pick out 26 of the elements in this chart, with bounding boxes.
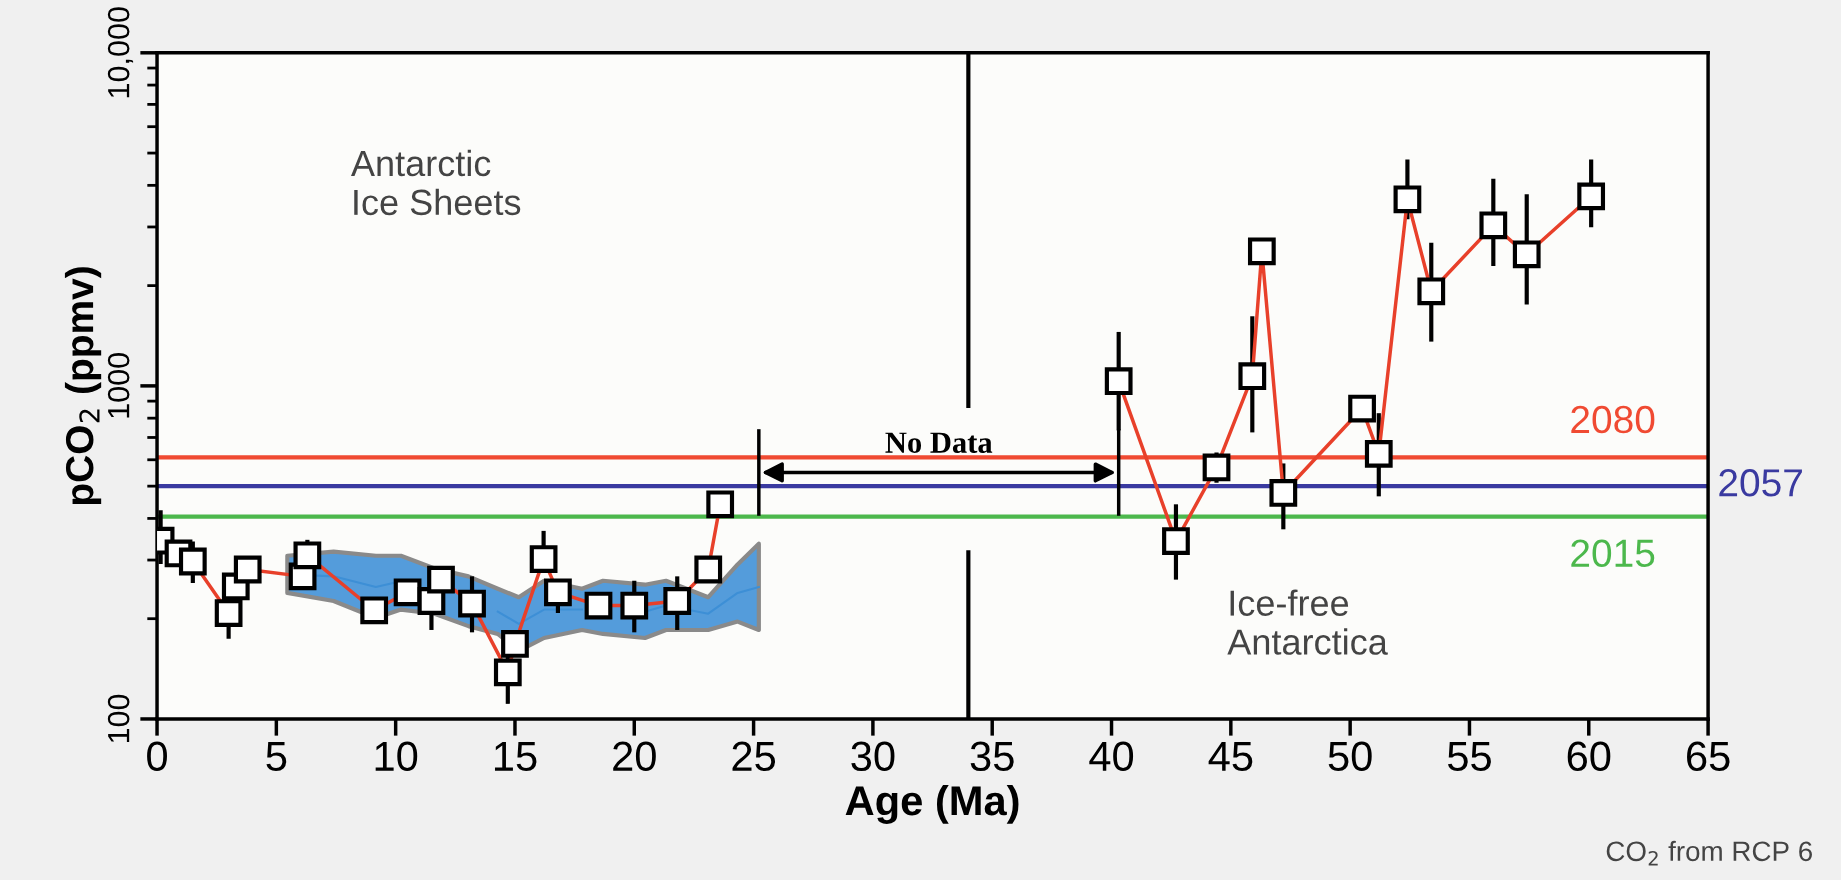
- y-tick-label: 100: [107, 694, 130, 743]
- x-axis-title: Age (Ma): [845, 784, 1019, 824]
- x-tick-label: 55: [1447, 742, 1491, 772]
- y-tick-label: 10,000: [107, 7, 134, 98]
- x-tick-label: 20: [613, 741, 656, 772]
- x-tick-label: 35: [970, 741, 1014, 772]
- text: 2057: [1719, 469, 1802, 497]
- annotation: Ice-free Antarctica: [1227, 589, 1388, 655]
- annotation: No Data: [885, 432, 993, 453]
- y-axis-title: pCO$_{2}$ (ppmv): [64, 267, 102, 505]
- x-tick-label: 30: [851, 741, 895, 772]
- x-tick-label: 65: [1687, 741, 1730, 772]
- x-tick-label: 10: [375, 741, 418, 772]
- x-tick-label: 25: [732, 741, 776, 772]
- annotation: 2080: [1571, 405, 1655, 434]
- x-tick-label: 5: [266, 742, 287, 772]
- y-tick-label: 1000: [107, 353, 130, 418]
- x-tick-label: 0: [147, 741, 167, 772]
- x-tick-label: 50: [1328, 741, 1372, 772]
- x-tick-label: 15: [494, 742, 537, 772]
- x-tick-label: 45: [1208, 742, 1253, 772]
- x-tick-label: 40: [1089, 741, 1134, 772]
- annotation: Antarctic Ice Sheets: [350, 149, 521, 216]
- text: CO$_{2}$ from RCP 6: [1606, 840, 1812, 866]
- annotation: 2015: [1571, 539, 1655, 568]
- x-tick-label: 60: [1567, 741, 1611, 772]
